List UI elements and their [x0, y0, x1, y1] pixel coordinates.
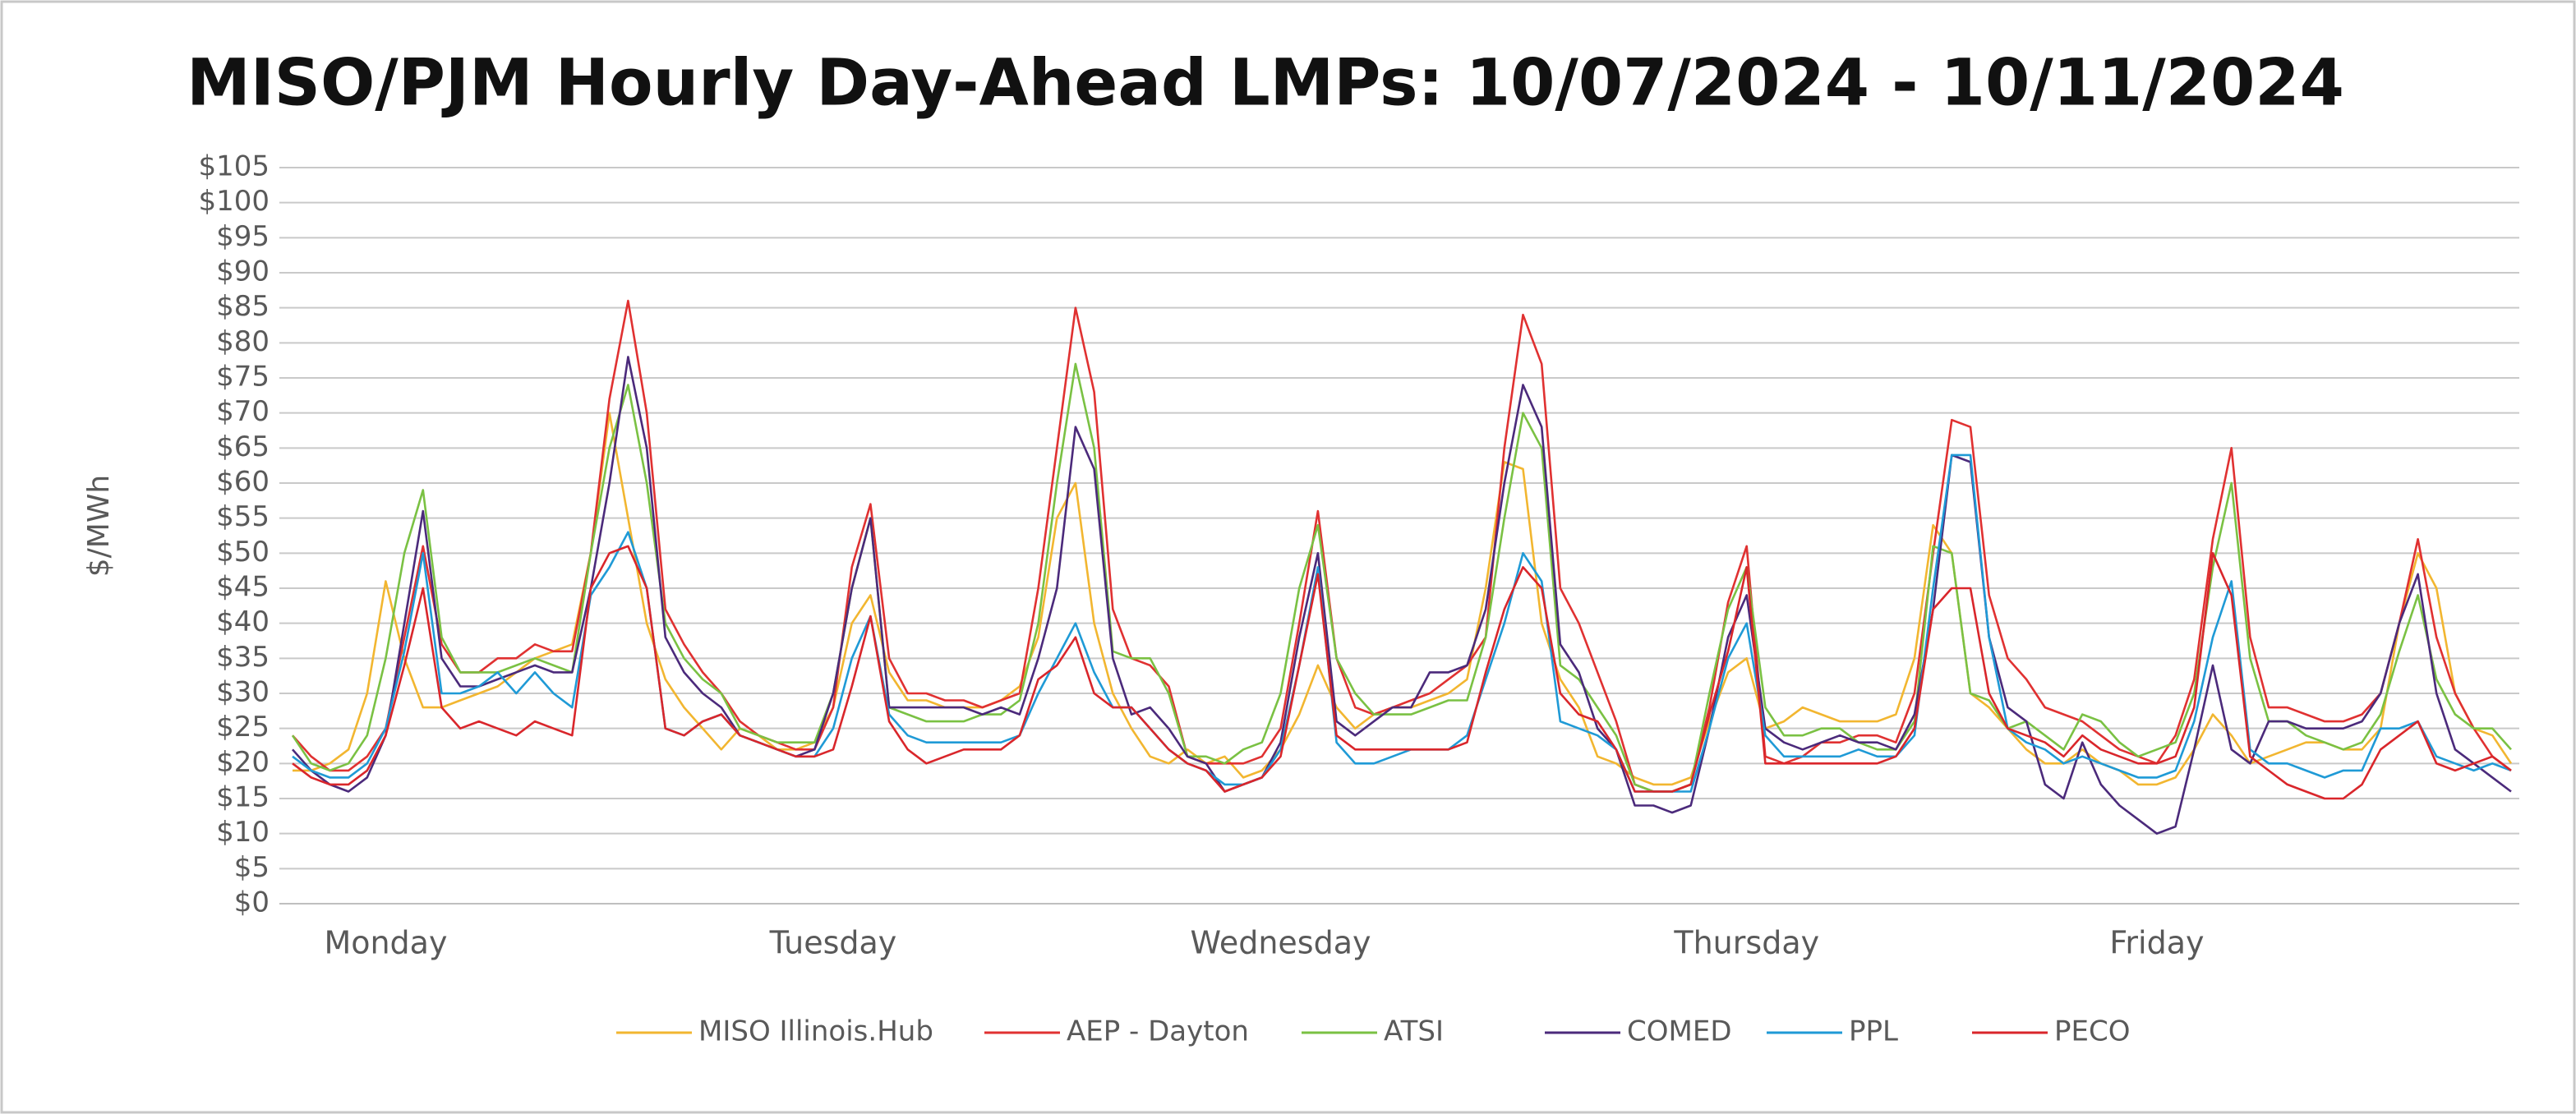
y-tick-label: $25 [216, 711, 270, 743]
y-tick-label: $65 [216, 430, 270, 463]
series-line [292, 299, 2512, 793]
y-tick-label: $35 [216, 641, 270, 674]
y-tick-label: $70 [216, 395, 270, 428]
x-tick-label: Tuesday [769, 925, 897, 961]
x-tick-label: Wednesday [1191, 925, 1371, 961]
y-tick-label: $85 [216, 290, 270, 323]
legend-label: MISO Illinois.Hub [698, 1015, 933, 1048]
y-tick-label: $50 [216, 536, 270, 569]
y-tick-label: $105 [198, 150, 270, 183]
y-tick-label: $55 [216, 500, 270, 533]
y-tick-label: $15 [216, 781, 270, 814]
y-tick-label: $10 [216, 816, 270, 849]
y-tick-label: $20 [216, 746, 270, 779]
y-axis-label: $/MWh [82, 475, 116, 578]
y-tick-label: $30 [216, 676, 270, 709]
x-tick-label: Thursday [1673, 925, 1819, 961]
x-tick-label: Friday [2109, 925, 2204, 961]
y-tick-label: $100 [198, 185, 270, 218]
legend-label: PPL [1849, 1015, 1898, 1048]
y-tick-label: $0 [234, 886, 270, 919]
legend-label: PECO [2054, 1015, 2131, 1048]
y-tick-label: $90 [216, 255, 270, 288]
y-tick-label: $5 [234, 851, 270, 884]
legend-label: AEP - Dayton [1067, 1015, 1249, 1048]
y-tick-label: $60 [216, 466, 270, 499]
x-tick-label: Monday [324, 925, 447, 961]
legend-label: ATSI [1384, 1015, 1444, 1048]
y-tick-label: $80 [216, 325, 270, 358]
y-tick-label: $95 [216, 220, 270, 253]
y-tick-label: $45 [216, 571, 270, 604]
series-line [292, 356, 2512, 835]
y-tick-label: $75 [216, 361, 270, 394]
legend-label: COMED [1627, 1015, 1732, 1048]
y-tick-label: $40 [216, 605, 270, 638]
chart-title: MISO/PJM Hourly Day-Ahead LMPs: 10/07/20… [187, 46, 2344, 120]
series-line [292, 545, 2512, 800]
